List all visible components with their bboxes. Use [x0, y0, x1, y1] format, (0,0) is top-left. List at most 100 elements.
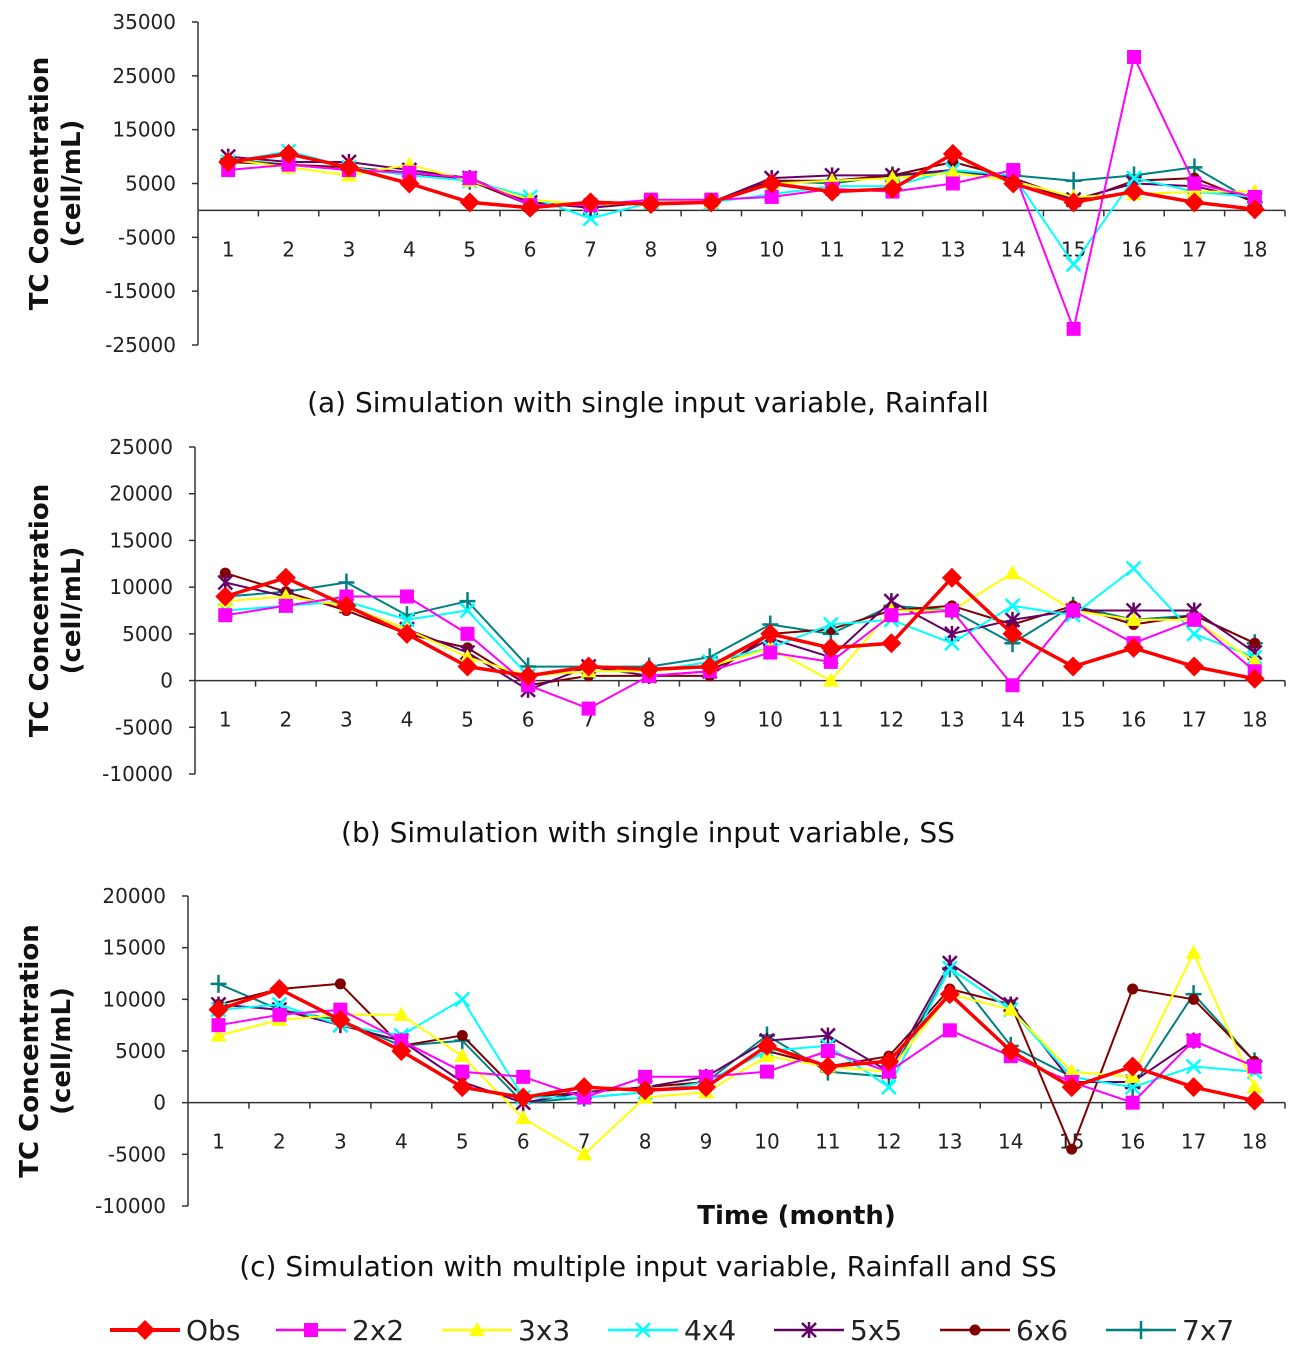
y-tick-label: -10000	[102, 762, 173, 786]
legend-marker	[1133, 1321, 1149, 1339]
data-point	[823, 654, 838, 669]
legend-label: 5x5	[850, 1314, 902, 1347]
data-point	[1247, 1059, 1262, 1074]
data-point	[1185, 1058, 1202, 1075]
x-tick-label: 3	[334, 1130, 347, 1154]
data-point	[942, 143, 963, 164]
data-point	[334, 978, 346, 990]
x-tick-label: 10	[758, 708, 783, 732]
x-tick-label: 12	[880, 237, 905, 261]
data-point	[760, 623, 781, 644]
data-point	[699, 656, 720, 677]
x-tick-label: 13	[940, 237, 965, 261]
data-point	[459, 592, 476, 611]
x-tick-label: 4	[395, 1130, 408, 1154]
legend-label: Obs	[186, 1314, 240, 1347]
data-point	[881, 633, 902, 654]
x-tick-label: 18	[1242, 237, 1267, 261]
series-line	[225, 572, 1256, 682]
data-point	[281, 157, 296, 172]
data-point	[884, 608, 899, 623]
y-tick-label: 0	[160, 669, 173, 693]
data-point	[210, 974, 227, 993]
legend-item-3x3: 3x3	[442, 1314, 570, 1347]
x-tick-label: 1	[219, 708, 232, 732]
data-point	[520, 197, 541, 218]
data-point	[330, 1010, 351, 1030]
data-point	[944, 635, 960, 652]
series-line	[225, 572, 1256, 687]
x-tick-label: 1	[222, 237, 235, 261]
series-6x6	[219, 567, 1261, 691]
x-tick-label: 5	[461, 708, 474, 732]
data-point	[1006, 163, 1021, 178]
data-point	[338, 157, 359, 178]
series-line	[228, 56, 1256, 330]
x-tick-label: 17	[1182, 237, 1207, 261]
data-point	[1123, 637, 1144, 658]
data-point	[639, 659, 660, 680]
series-line	[225, 581, 1256, 691]
data-point	[393, 1006, 410, 1021]
x-axis-label: Time (month)	[697, 1201, 896, 1231]
data-point	[817, 1056, 838, 1077]
data-point	[1184, 656, 1205, 677]
data-point	[884, 170, 901, 185]
series-4x4	[220, 143, 1263, 273]
data-point	[455, 1064, 470, 1079]
x-tick-label: 8	[639, 1130, 652, 1154]
data-point	[456, 1030, 468, 1041]
data-point	[1125, 1095, 1140, 1110]
data-point	[1063, 656, 1084, 677]
data-point	[822, 616, 839, 633]
data-point	[399, 611, 415, 628]
data-point	[581, 701, 596, 716]
legend-marker	[969, 1324, 981, 1336]
data-point	[638, 1069, 653, 1084]
x-tick-label: 7	[578, 1130, 591, 1154]
data-point	[211, 1018, 226, 1033]
chart-caption: (b) Simulation with single input variabl…	[341, 816, 955, 849]
data-point	[878, 1051, 899, 1072]
x-tick-label: 18	[1242, 1130, 1267, 1154]
y-tick-label: -5000	[108, 1142, 166, 1166]
data-point	[578, 656, 599, 677]
data-point	[939, 984, 960, 1005]
data-point	[574, 1077, 595, 1098]
data-point	[1003, 173, 1024, 194]
y-tick-label: 5000	[122, 622, 173, 646]
chart-caption: (a) Simulation with single input variabl…	[307, 386, 989, 419]
series-3x3	[210, 944, 1263, 1161]
data-point	[1186, 183, 1203, 198]
y-tick-label: 0	[153, 1091, 166, 1115]
chart-caption: (c) Simulation with multiple input varia…	[239, 1250, 1057, 1283]
x-tick-label: 11	[819, 237, 844, 261]
series-3x3	[217, 565, 1263, 687]
series-line	[225, 567, 1256, 677]
data-point	[701, 192, 722, 213]
data-point	[1244, 1090, 1265, 1111]
data-point	[460, 626, 475, 641]
data-point	[210, 1027, 227, 1042]
y-tick-label: -25000	[105, 333, 176, 357]
x-tick-label: 4	[401, 708, 414, 732]
x-tick-label: 17	[1181, 1130, 1206, 1154]
data-point	[1063, 192, 1084, 213]
y-tick-label: -5000	[118, 225, 176, 249]
data-point	[218, 608, 233, 623]
data-point	[640, 193, 661, 214]
data-point	[820, 637, 841, 658]
x-tick-label: 6	[522, 708, 535, 732]
legend-marker	[135, 1320, 155, 1340]
legend-item-4x4: 4x4	[608, 1314, 736, 1347]
series-5x5	[217, 574, 1263, 698]
data-point	[513, 1087, 534, 1108]
data-point	[635, 1080, 656, 1101]
data-point	[269, 979, 290, 999]
data-point	[208, 999, 229, 1020]
data-point	[1063, 1063, 1080, 1078]
x-tick-label: 12	[879, 708, 904, 732]
x-tick-label: 9	[705, 237, 718, 261]
data-point	[822, 672, 839, 687]
